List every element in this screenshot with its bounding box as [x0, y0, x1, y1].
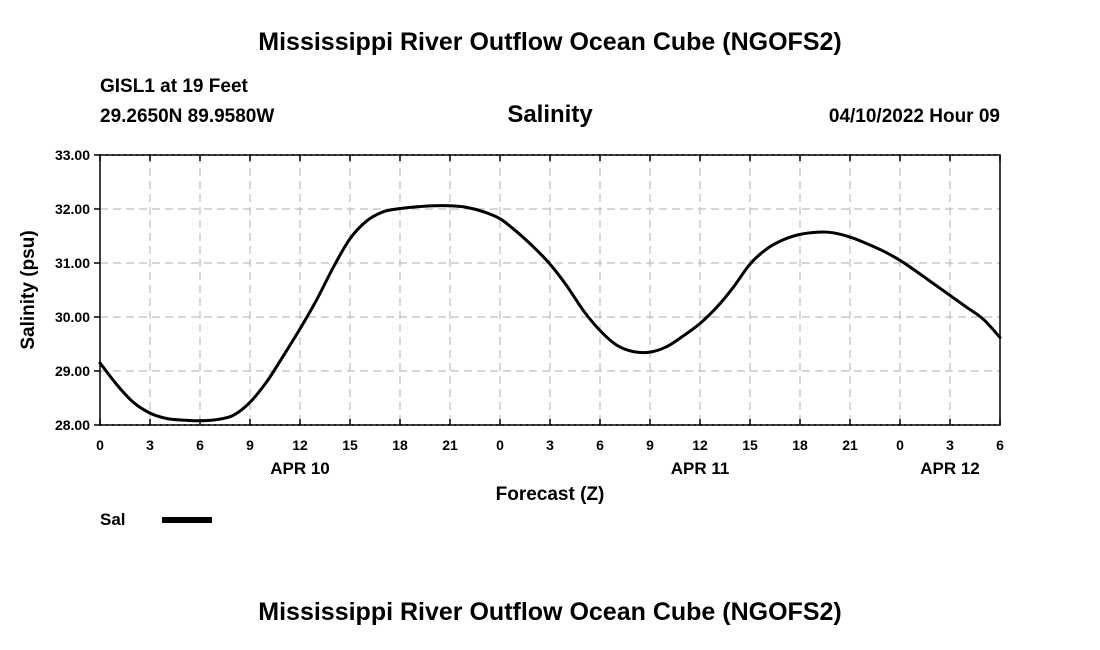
station-label: GISL1 at 19 Feet	[100, 76, 248, 97]
y-tick-label: 29.00	[55, 363, 90, 379]
x-tick-label: 12	[292, 437, 308, 453]
x-tick-label: 0	[96, 437, 104, 453]
y-tick-label: 28.00	[55, 417, 90, 433]
x-tick-label: 3	[946, 437, 954, 453]
x-tick-label: 12	[692, 437, 708, 453]
x-tick-label: 15	[742, 437, 758, 453]
y-tick-label: 33.00	[55, 147, 90, 163]
x-tick-label: 18	[392, 437, 408, 453]
y-tick-label: 31.00	[55, 255, 90, 271]
legend-label: Sal	[100, 510, 126, 529]
x-tick-label: 9	[246, 437, 254, 453]
x-tick-label: 6	[996, 437, 1004, 453]
date-label: APR 10	[270, 459, 330, 478]
footer-title: Mississippi River Outflow Ocean Cube (NG…	[258, 598, 842, 626]
x-tick-label: 15	[342, 437, 358, 453]
series	[98, 204, 1002, 423]
legend: Sal	[100, 510, 212, 529]
x-tick-label: 6	[196, 437, 204, 453]
y-tick-label: 30.00	[55, 309, 90, 325]
x-tick-label: 6	[596, 437, 604, 453]
chart-subtitle: Salinity	[507, 101, 593, 128]
location-label: 29.2650N 89.9580W	[100, 106, 275, 127]
x-axis-ticks: 0 3 6 9 12 15 18 21 0 3 6 9 12 15 18 21 0 3 6	[96, 155, 1004, 453]
x-tick-label: 0	[896, 437, 904, 453]
date-labels: APR 10 APR 11 APR 12	[270, 459, 980, 478]
grid	[100, 154, 1000, 426]
x-tick-label: 3	[546, 437, 554, 453]
y-tick-label: 32.00	[55, 201, 90, 217]
x-tick-label: 18	[792, 437, 808, 453]
chart-main-title: Mississippi River Outflow Ocean Cube (NG…	[258, 28, 842, 56]
x-tick-label: 21	[842, 437, 858, 453]
x-tick-label: 3	[146, 437, 154, 453]
x-tick-label: 0	[496, 437, 504, 453]
y-axis-ticks: 28.00 29.00 30.00 31.00 32.00 33.00	[55, 147, 100, 433]
x-tick-label: 21	[442, 437, 458, 453]
series-line-sal	[98, 204, 1002, 423]
date-label: APR 11	[671, 459, 730, 478]
x-tick-label: 9	[646, 437, 654, 453]
date-label: APR 12	[920, 459, 980, 478]
forecast-datetime: 04/10/2022 Hour 09	[828, 106, 1000, 127]
x-axis-label: Forecast (Z)	[496, 484, 605, 505]
y-axis-label: Salinity (psu)	[18, 230, 39, 349]
